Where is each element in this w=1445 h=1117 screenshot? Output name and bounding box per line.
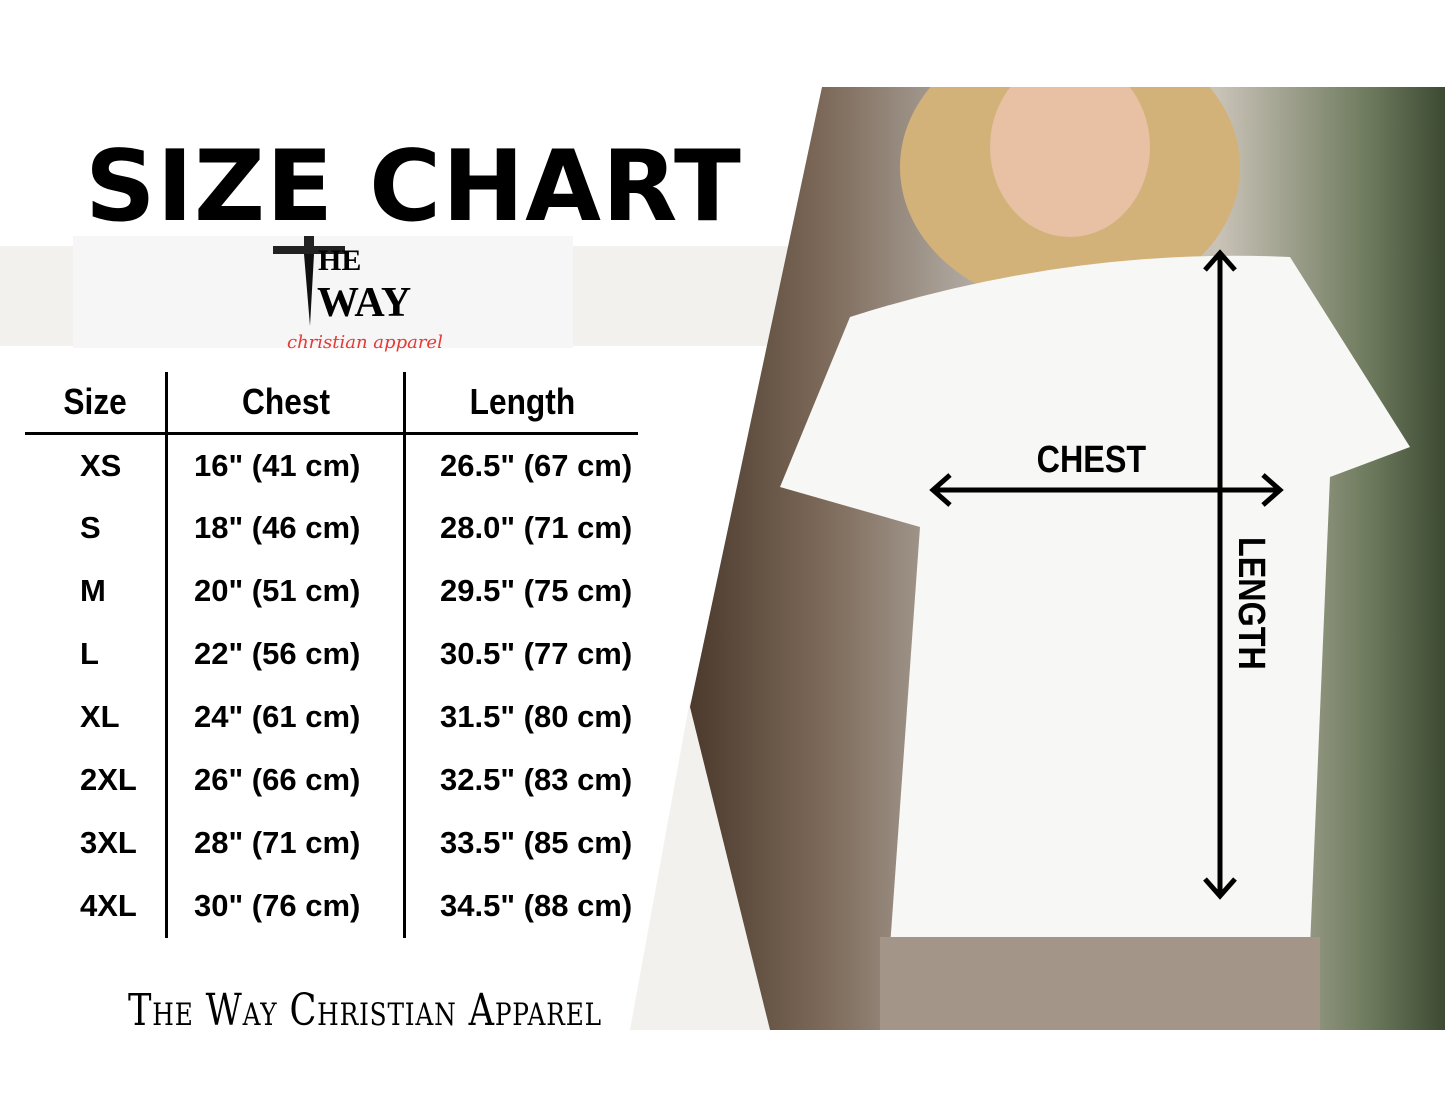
nail-cross-icon <box>273 236 345 326</box>
table-row: S 18" (46 cm) 28.0" (71 cm) <box>25 496 638 560</box>
size-cell: M <box>80 573 106 608</box>
table-row: XL 24" (61 cm) 31.5" (80 cm) <box>25 685 638 749</box>
model-photo: CHEST LENGTH <box>690 87 1445 1030</box>
brand-logo: HE WAY christian apparel <box>73 236 573 353</box>
logo-line2: WAY <box>317 280 411 326</box>
chest-cell: 18" (46 cm) <box>165 496 405 560</box>
length-cell: 30.5" (77 cm) <box>403 622 638 686</box>
chest-label: CHEST <box>1036 439 1147 481</box>
size-cell: L <box>80 636 99 671</box>
length-cell: 32.5" (83 cm) <box>403 748 638 812</box>
table-row: 2XL 26" (66 cm) 32.5" (83 cm) <box>25 748 638 812</box>
jeans <box>880 937 1320 1030</box>
table-row: L 22" (56 cm) 30.5" (77 cm) <box>25 622 638 686</box>
footer-brand: The Way Christian Apparel <box>128 985 602 1036</box>
chest-cell: 22" (56 cm) <box>165 622 405 686</box>
length-label: LENGTH <box>1230 537 1272 670</box>
size-table: Size Chest Length XS 16" (41 cm) 26.5" (67… <box>25 372 638 938</box>
table-row: XS 16" (41 cm) 26.5" (67 cm) <box>25 433 638 497</box>
length-cell: 34.5" (88 cm) <box>403 874 638 938</box>
table-row: 3XL 28" (71 cm) 33.5" (85 cm) <box>25 811 638 875</box>
page-title: SIZE CHART <box>85 130 742 244</box>
length-cell: 29.5" (75 cm) <box>403 559 638 623</box>
face <box>990 87 1150 237</box>
chest-cell: 26" (66 cm) <box>165 748 405 812</box>
size-cell: S <box>80 510 101 545</box>
chest-cell: 20" (51 cm) <box>165 559 405 623</box>
header-length: Length <box>417 372 624 434</box>
logo-line1: HE <box>318 244 361 277</box>
chest-cell: 28" (71 cm) <box>165 811 405 875</box>
size-cell: XS <box>80 447 122 483</box>
length-cell: 33.5" (85 cm) <box>403 811 638 875</box>
size-cell: 4XL <box>80 888 137 923</box>
t-shirt <box>780 255 1410 947</box>
header-chest: Chest <box>179 372 391 434</box>
size-cell: XL <box>80 699 120 734</box>
logo-tagline: christian apparel <box>287 332 443 353</box>
length-arrow <box>1203 249 1237 900</box>
length-cell: 31.5" (80 cm) <box>403 685 638 749</box>
chest-cell: 30" (76 cm) <box>165 874 405 938</box>
chest-cell: 16" (41 cm) <box>165 433 405 497</box>
size-cell: 3XL <box>80 825 137 860</box>
length-cell: 28.0" (71 cm) <box>403 496 638 560</box>
chest-cell: 24" (61 cm) <box>165 685 405 749</box>
table-row: 4XL 30" (76 cm) 34.5" (88 cm) <box>25 874 638 938</box>
size-cell: 2XL <box>80 762 137 797</box>
table-row: M 20" (51 cm) 29.5" (75 cm) <box>25 559 638 623</box>
length-cell: 26.5" (67 cm) <box>403 433 638 497</box>
header-size: Size <box>63 381 127 422</box>
